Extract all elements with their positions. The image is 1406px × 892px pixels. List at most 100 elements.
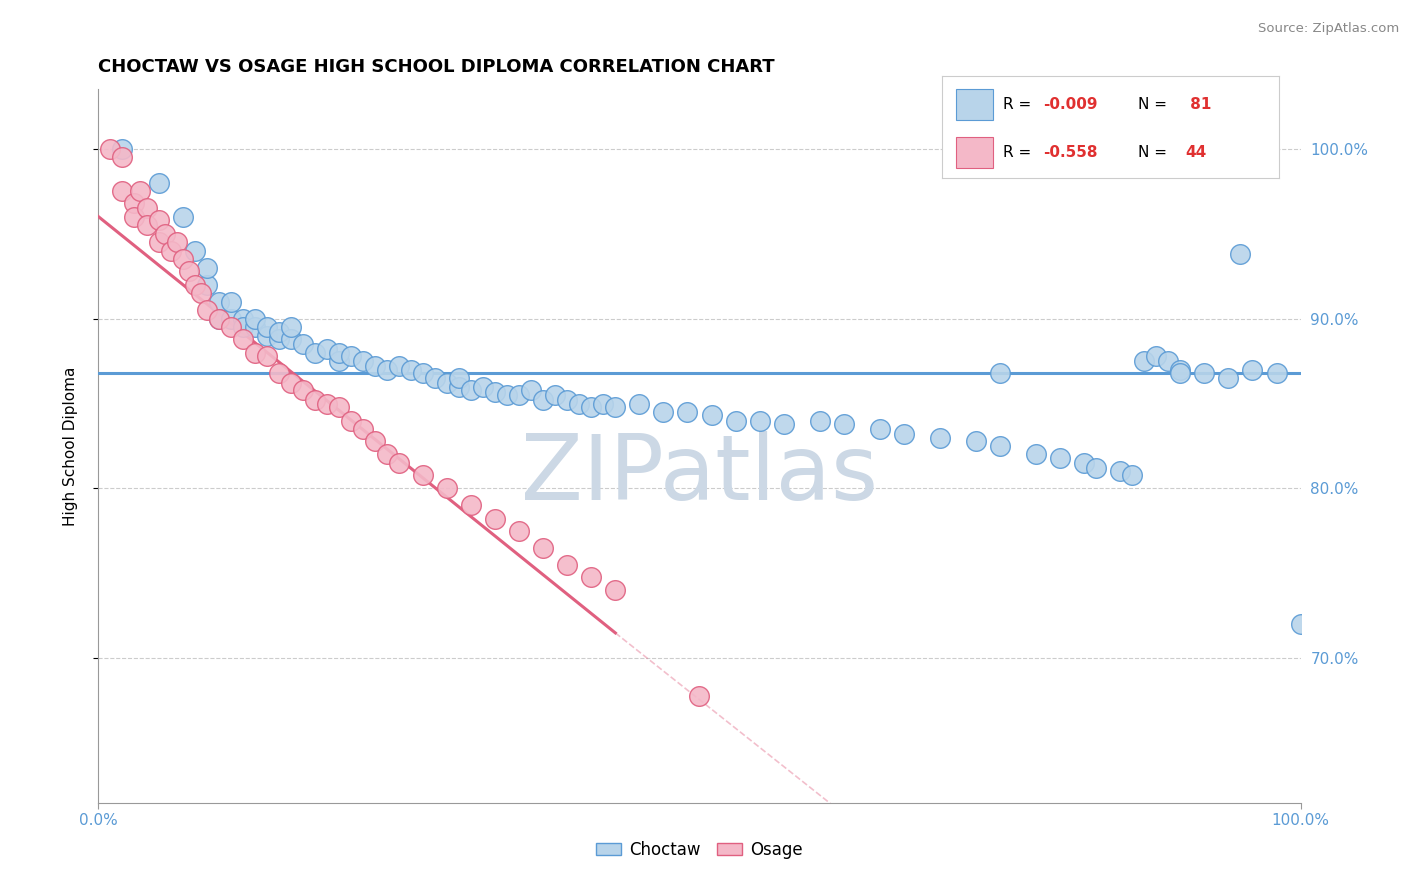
Point xyxy=(496,388,519,402)
Bar xyxy=(956,89,993,120)
Point xyxy=(111,142,134,156)
Point xyxy=(208,311,231,326)
Point xyxy=(1109,465,1132,479)
Point xyxy=(340,413,363,427)
Point xyxy=(219,311,242,326)
Point xyxy=(628,396,651,410)
Text: 81: 81 xyxy=(1185,97,1212,112)
Point xyxy=(124,210,146,224)
Point xyxy=(256,328,278,343)
Point xyxy=(724,413,747,427)
Point xyxy=(232,311,254,326)
Text: N =: N = xyxy=(1137,145,1171,161)
Point xyxy=(1025,448,1047,462)
Point xyxy=(652,405,675,419)
Point xyxy=(988,366,1011,380)
Text: R =: R = xyxy=(1002,97,1036,112)
Text: R =: R = xyxy=(1002,145,1036,161)
Point xyxy=(689,689,711,703)
Point xyxy=(256,349,278,363)
Point xyxy=(1170,366,1192,380)
Point xyxy=(1194,366,1216,380)
Point xyxy=(267,332,290,346)
Point xyxy=(472,379,495,393)
Point xyxy=(291,383,314,397)
Point xyxy=(700,409,723,423)
Point xyxy=(340,349,363,363)
Point xyxy=(124,196,146,211)
Point xyxy=(195,277,218,292)
Point xyxy=(304,345,326,359)
Point xyxy=(484,384,506,399)
Point xyxy=(605,400,627,414)
Point xyxy=(423,371,446,385)
Point xyxy=(1157,354,1180,368)
Point xyxy=(159,244,181,258)
Point xyxy=(148,176,170,190)
Point xyxy=(135,218,157,232)
Text: Source: ZipAtlas.com: Source: ZipAtlas.com xyxy=(1258,22,1399,36)
Point xyxy=(208,294,231,309)
Point xyxy=(315,396,337,410)
Point xyxy=(172,210,194,224)
Point xyxy=(748,413,770,427)
Text: ZIPatlas: ZIPatlas xyxy=(522,431,877,518)
Point xyxy=(208,311,231,326)
Point xyxy=(508,388,530,402)
Point xyxy=(605,583,627,598)
Point xyxy=(256,320,278,334)
Point xyxy=(388,359,411,373)
Point xyxy=(965,434,987,448)
Text: N =: N = xyxy=(1137,97,1171,112)
Point xyxy=(219,320,242,334)
Point xyxy=(988,439,1011,453)
Point xyxy=(592,396,614,410)
Point xyxy=(676,405,699,419)
Point xyxy=(568,396,591,410)
Point xyxy=(304,393,326,408)
Point xyxy=(280,320,302,334)
Point xyxy=(447,371,470,385)
Text: -0.558: -0.558 xyxy=(1043,145,1098,161)
Point xyxy=(111,150,134,164)
Point xyxy=(1289,617,1312,632)
Point xyxy=(153,227,176,241)
Point xyxy=(412,366,434,380)
Point xyxy=(315,342,337,356)
Text: CHOCTAW VS OSAGE HIGH SCHOOL DIPLOMA CORRELATION CHART: CHOCTAW VS OSAGE HIGH SCHOOL DIPLOMA COR… xyxy=(98,58,775,76)
Point xyxy=(555,558,578,572)
Point xyxy=(1265,366,1288,380)
Point xyxy=(291,337,314,351)
Point xyxy=(280,332,302,346)
Point xyxy=(544,388,567,402)
Point xyxy=(172,252,194,266)
Point xyxy=(508,524,530,538)
Point xyxy=(243,345,266,359)
Point xyxy=(232,320,254,334)
Point xyxy=(772,417,794,431)
Point xyxy=(531,541,554,555)
Point xyxy=(581,570,603,584)
Point xyxy=(243,320,266,334)
Point xyxy=(447,379,470,393)
Point xyxy=(129,184,152,198)
Point xyxy=(388,456,411,470)
Y-axis label: High School Diploma: High School Diploma xyxy=(63,367,77,525)
Point xyxy=(352,354,374,368)
Point xyxy=(100,142,122,156)
Bar xyxy=(956,137,993,168)
Point xyxy=(460,383,482,397)
Point xyxy=(364,359,387,373)
Point xyxy=(436,376,458,391)
Point xyxy=(148,235,170,249)
Legend: Choctaw, Osage: Choctaw, Osage xyxy=(589,835,810,866)
Point xyxy=(267,325,290,339)
Point xyxy=(280,376,302,391)
Point xyxy=(581,400,603,414)
Point xyxy=(436,482,458,496)
Point xyxy=(195,260,218,275)
Point xyxy=(243,311,266,326)
Point xyxy=(412,467,434,482)
Point xyxy=(1121,467,1143,482)
Point xyxy=(1144,349,1167,363)
